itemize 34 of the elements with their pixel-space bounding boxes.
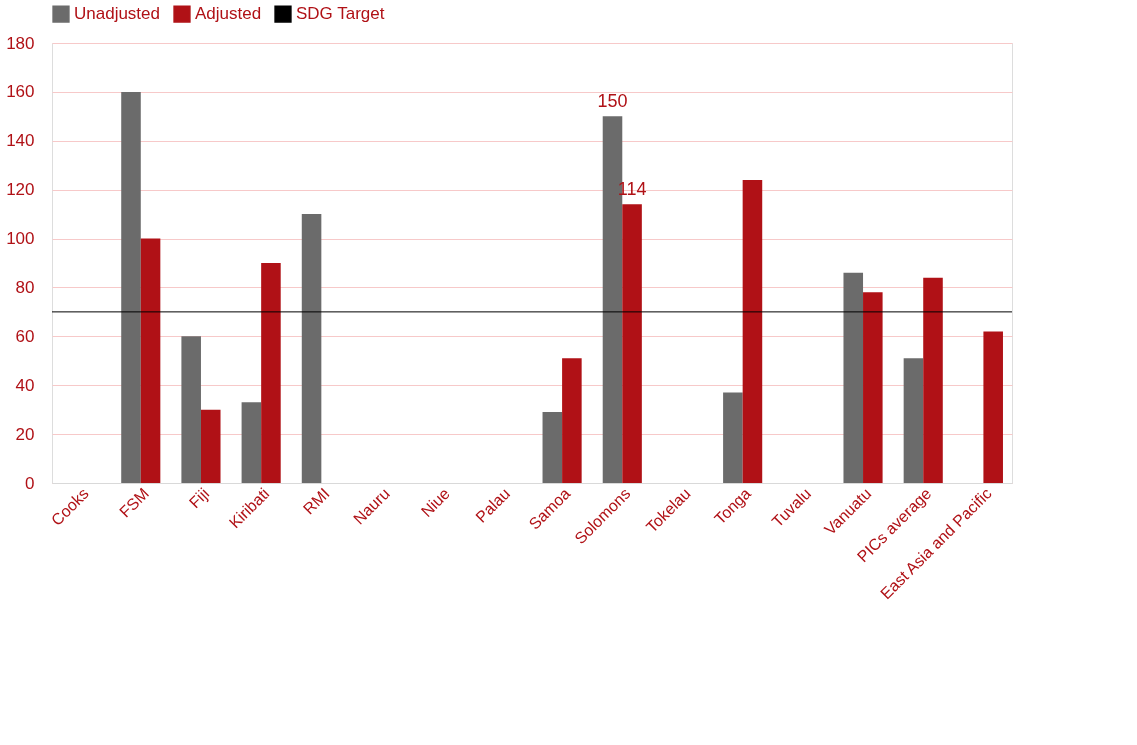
bar: [241, 402, 262, 483]
bar: [140, 238, 161, 483]
x-tick-label: RMI: [299, 484, 333, 518]
bar: [723, 392, 743, 483]
data-label: 150: [597, 91, 628, 112]
bar: [542, 412, 563, 483]
y-tick-label: 0: [25, 473, 35, 493]
x-tick-label: Niue: [417, 484, 454, 521]
x-tick-label: Fiji: [185, 484, 213, 512]
bar: [301, 214, 322, 483]
y-tick-label: 20: [15, 424, 35, 444]
bar: [181, 336, 201, 483]
y-tick-label: 80: [15, 277, 35, 297]
bar: [843, 272, 864, 483]
bar: [742, 179, 763, 483]
y-tick-label: 160: [6, 82, 35, 102]
legend-label: SDG Target: [296, 4, 385, 24]
y-tick-label: 40: [15, 375, 35, 395]
bar: [983, 331, 1003, 483]
bar: [923, 277, 943, 483]
legend-label: Adjusted: [195, 4, 262, 24]
bar: [200, 409, 221, 483]
y-tick-label: 180: [6, 33, 35, 53]
bar: [261, 263, 281, 483]
bar: [863, 292, 883, 483]
bar: [622, 204, 642, 483]
y-tick-label: 60: [15, 326, 35, 346]
y-tick-label: 120: [6, 180, 35, 200]
bar: [562, 358, 582, 483]
bar: [121, 91, 141, 483]
legend-label: Unadjusted: [74, 4, 161, 24]
bar: [903, 358, 924, 483]
y-tick-label: 140: [6, 131, 35, 151]
y-tick-label: 100: [6, 229, 35, 249]
